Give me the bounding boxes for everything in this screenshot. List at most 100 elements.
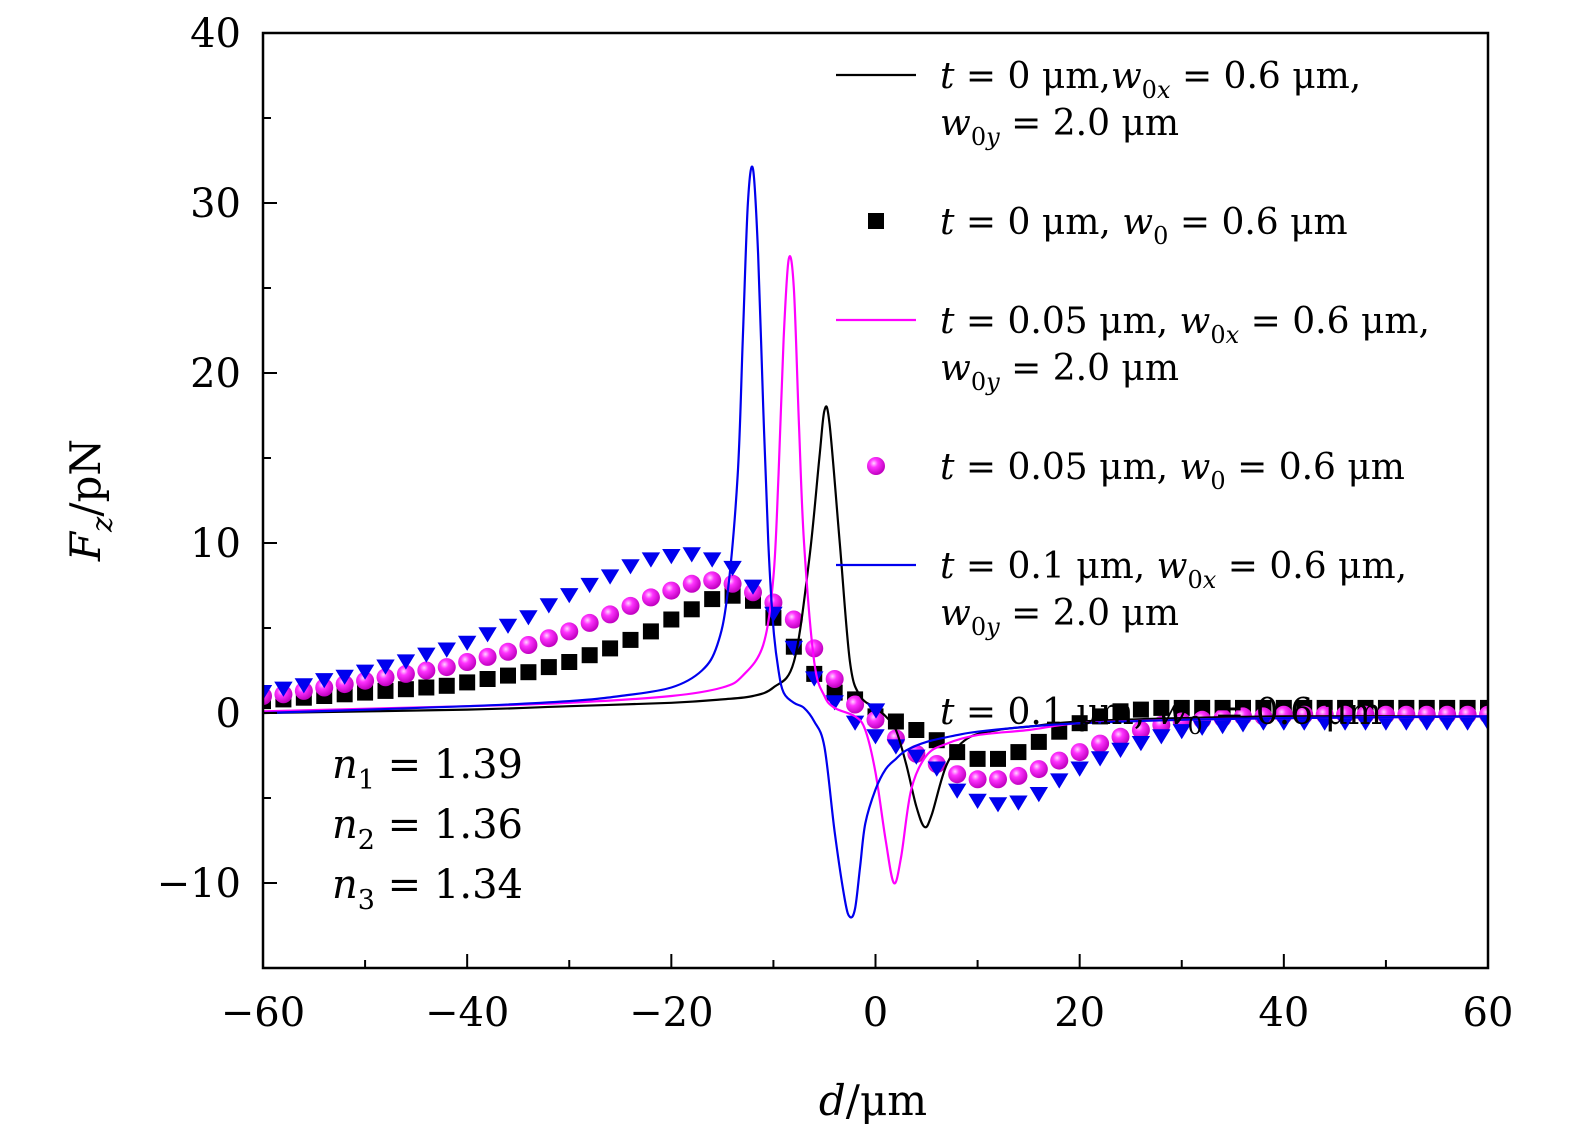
annotation-line: n2 = 1.36 bbox=[332, 802, 523, 856]
data-point-triangle bbox=[437, 642, 456, 658]
annotation-line: n1 = 1.39 bbox=[332, 742, 523, 796]
legend-item-3: t = 0.05 μm, w0x = 0.6 μm,w0y = 2.0 μm bbox=[836, 301, 1430, 396]
data-point-triangle bbox=[947, 783, 967, 799]
data-point-triangle bbox=[1009, 795, 1028, 811]
legend-item-2: t = 0 μm, w0 = 0.6 μm bbox=[868, 202, 1348, 250]
data-point-circle bbox=[356, 671, 375, 690]
data-point-circle bbox=[703, 571, 722, 590]
data-point-circle bbox=[968, 770, 987, 789]
data-point-square bbox=[663, 611, 680, 628]
data-point-square bbox=[704, 591, 721, 608]
data-point-triangle bbox=[1397, 715, 1416, 731]
x-tick-label: −20 bbox=[629, 990, 713, 1036]
data-point-circle bbox=[805, 639, 824, 658]
series-layer bbox=[263, 165, 1488, 919]
data-point-circle bbox=[458, 653, 477, 671]
data-point-square bbox=[949, 744, 966, 761]
x-axis: −60 −40 −20 0 20 40 60 bbox=[221, 954, 1513, 1036]
data-point-triangle bbox=[1437, 715, 1457, 731]
y-tick-label: 0 bbox=[216, 691, 241, 737]
data-point-circle bbox=[1029, 760, 1048, 779]
data-point-triangle bbox=[1233, 717, 1253, 733]
y-tick-label: 20 bbox=[190, 351, 241, 397]
data-point-circle bbox=[1009, 766, 1028, 785]
x-tick-label: −40 bbox=[425, 990, 509, 1036]
series-3 bbox=[263, 255, 1488, 885]
data-point-triangle bbox=[519, 610, 538, 626]
legend-label: w0y = 2.0 μm bbox=[940, 348, 1179, 396]
data-point-circle bbox=[723, 574, 742, 593]
y-axis: −10 0 10 20 30 40 bbox=[157, 11, 277, 907]
legend-label: t = 0.1 μm, w0 = 0.6 μm bbox=[940, 692, 1382, 740]
data-point-circle bbox=[1131, 721, 1150, 739]
data-point-triangle bbox=[968, 793, 987, 809]
legend-label: t = 0 μm,w0x = 0.6 μm, bbox=[940, 56, 1361, 104]
data-point-circle bbox=[825, 670, 844, 688]
data-point-circle bbox=[662, 581, 681, 600]
data-point-square bbox=[438, 677, 455, 694]
legend-item-5: t = 0.1 μm, w0x = 0.6 μm,w0y = 2.0 μm bbox=[836, 546, 1407, 641]
legend-item-1: t = 0 μm,w0x = 0.6 μm,w0y = 2.0 μm bbox=[836, 56, 1361, 151]
data-point-square bbox=[1153, 699, 1170, 716]
data-point-triangle bbox=[263, 685, 273, 701]
data-point-triangle bbox=[457, 635, 477, 651]
data-point-triangle bbox=[907, 749, 926, 765]
legend: t = 0 μm,w0x = 0.6 μm,w0y = 2.0 μmt = 0 … bbox=[836, 56, 1430, 740]
legend-item-6: t = 0.1 μm, w0 = 0.6 μm bbox=[866, 692, 1382, 740]
data-point-triangle bbox=[294, 678, 314, 694]
legend-label: t = 0.1 μm, w0x = 0.6 μm, bbox=[940, 546, 1407, 594]
legend-label: w0y = 2.0 μm bbox=[940, 103, 1179, 151]
data-point-triangle bbox=[1376, 715, 1396, 731]
data-point-triangle bbox=[1274, 715, 1294, 731]
data-point-triangle bbox=[376, 659, 395, 675]
data-point-circle bbox=[539, 629, 558, 648]
data-point-square bbox=[459, 674, 476, 691]
x-axis-title: d/μm bbox=[819, 1076, 927, 1125]
data-point-triangle bbox=[662, 549, 681, 565]
annotation-line: n3 = 1.34 bbox=[332, 862, 523, 916]
data-point-square bbox=[500, 667, 516, 684]
series-6 bbox=[263, 547, 1488, 813]
data-point-triangle bbox=[743, 579, 763, 595]
x-axis-label: d/μm bbox=[819, 1076, 927, 1125]
y-axis-title: Fz/pN bbox=[61, 439, 119, 562]
data-point-circle bbox=[396, 664, 415, 683]
data-point-circle bbox=[437, 658, 456, 677]
data-point-square bbox=[1051, 723, 1068, 740]
data-point-triangle bbox=[335, 669, 354, 685]
data-point-triangle bbox=[1152, 729, 1171, 745]
data-point-square bbox=[642, 623, 659, 640]
data-point-triangle bbox=[274, 681, 293, 697]
legend-label: w0y = 2.0 μm bbox=[940, 593, 1179, 641]
data-point-triangle bbox=[1070, 761, 1089, 777]
data-point-triangle bbox=[580, 577, 599, 594]
data-point-triangle bbox=[1029, 787, 1049, 803]
data-point-circle bbox=[580, 613, 599, 632]
data-point-triangle bbox=[600, 569, 620, 585]
data-point-circle bbox=[1050, 751, 1069, 770]
data-point-triangle bbox=[1111, 742, 1130, 758]
data-point-circle bbox=[601, 605, 620, 624]
legend-label: t = 0.05 μm, w0 = 0.6 μm bbox=[940, 447, 1405, 495]
data-point-circle bbox=[682, 574, 701, 593]
data-point-square bbox=[868, 213, 884, 229]
data-point-square bbox=[418, 679, 435, 696]
data-point-square bbox=[622, 631, 639, 648]
data-point-triangle bbox=[805, 671, 824, 687]
data-point-circle bbox=[376, 668, 395, 687]
data-point-triangle bbox=[396, 654, 416, 670]
legend-label: t = 0 μm, w0 = 0.6 μm bbox=[940, 202, 1348, 250]
data-point-square bbox=[540, 659, 557, 676]
data-point-circle bbox=[1111, 727, 1130, 746]
data-point-triangle bbox=[927, 761, 946, 777]
data-point-circle bbox=[499, 642, 517, 661]
data-point-triangle bbox=[315, 673, 334, 689]
y-axis-label: Fz/pN bbox=[61, 439, 119, 562]
data-point-triangle bbox=[1335, 715, 1355, 731]
data-point-circle bbox=[846, 695, 865, 714]
plot-area: −60 −40 −20 0 20 40 60 −10 0 10 20 30 40 bbox=[157, 11, 1514, 1036]
data-point-triangle bbox=[988, 797, 1008, 813]
data-point-triangle bbox=[1192, 720, 1212, 736]
data-point-triangle bbox=[560, 588, 579, 604]
